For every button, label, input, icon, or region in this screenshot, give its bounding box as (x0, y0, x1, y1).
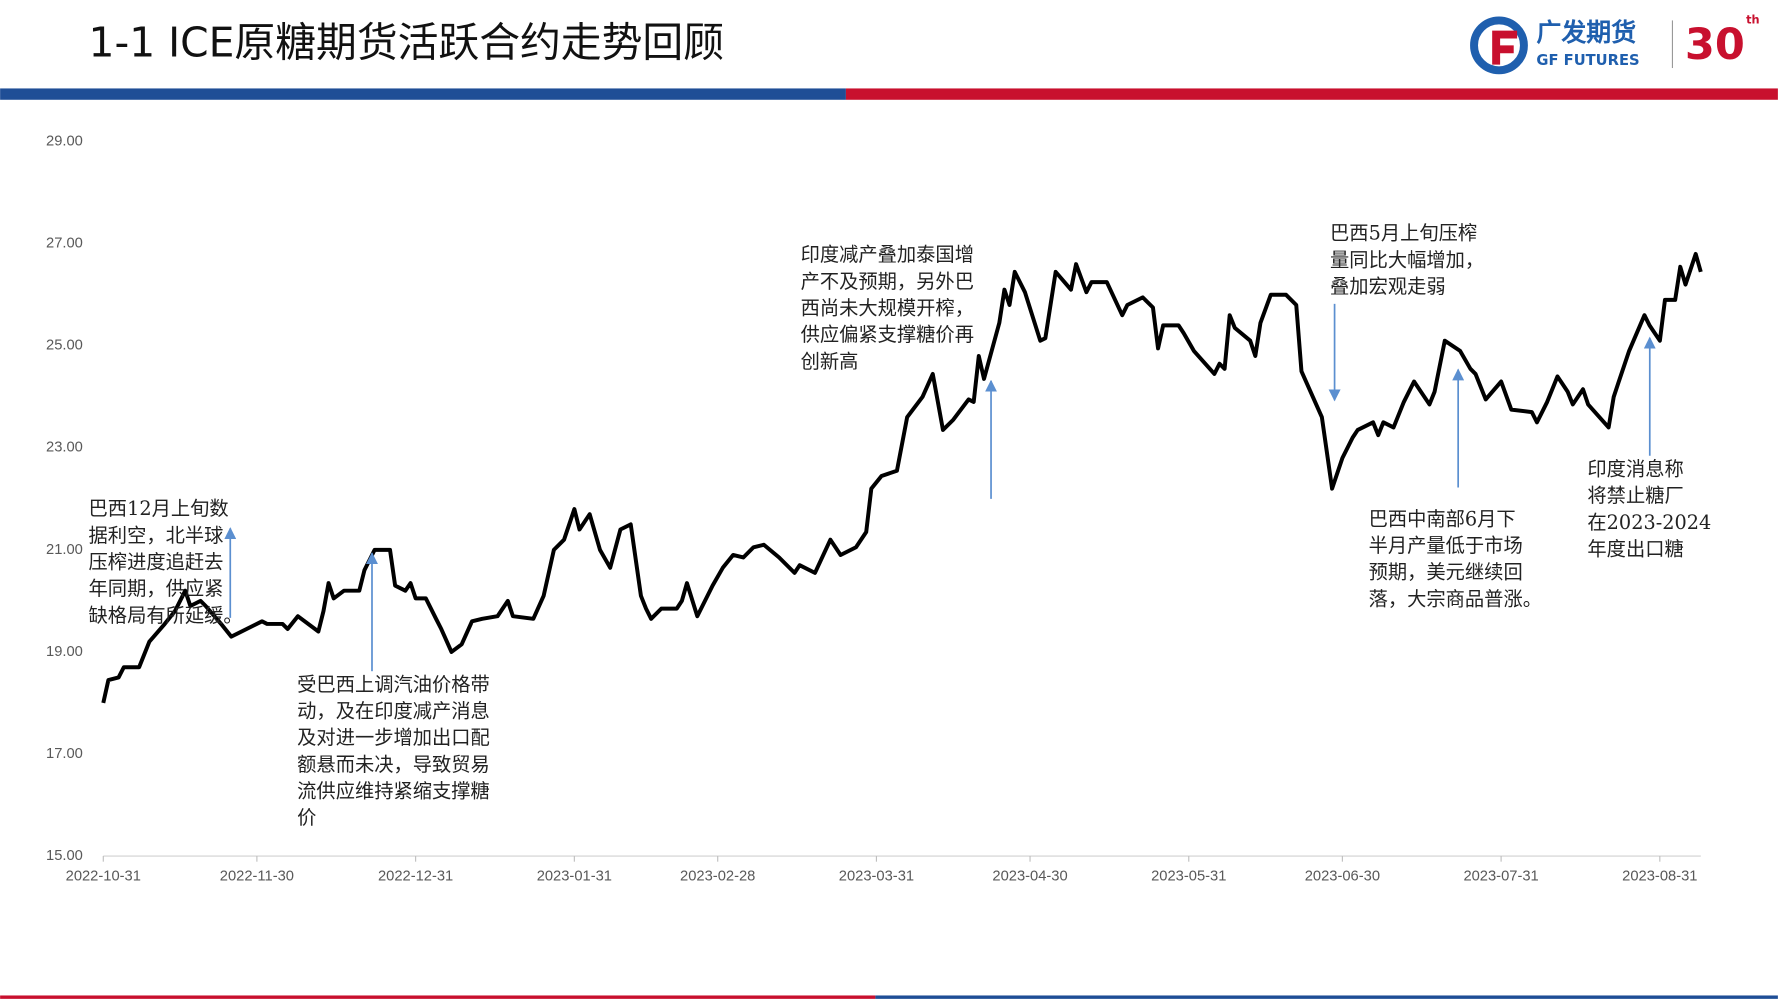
logo-ring (1470, 16, 1528, 75)
annotation-text: 预期，美元继续回 (1369, 561, 1523, 584)
annotation-text: 巴西中南部6月下 (1369, 507, 1516, 530)
annotation-text: 印度减产叠加泰国增 (801, 243, 974, 266)
annotation-text: 年同期，供应紧 (89, 577, 224, 600)
logo-mark (1492, 30, 1518, 65)
x-tick-label: 2022-12-31 (378, 868, 453, 884)
logo-name: 广发期货 (1536, 18, 1636, 47)
logo: 广发期货 GF FUTURES 30 th (1470, 12, 1760, 75)
x-tick-label: 2023-02-28 (680, 868, 755, 884)
y-tick-label: 27.00 (46, 236, 83, 252)
annotation-text: 巴西12月上旬数 (89, 497, 229, 520)
annotation-text: 及对进一步增加出口配 (297, 726, 490, 749)
y-tick-label: 29.00 (46, 134, 83, 150)
x-tick-label: 2023-04-30 (992, 868, 1067, 884)
x-tick-label: 2022-11-30 (220, 868, 294, 884)
y-tick-label: 21.00 (46, 542, 83, 558)
annotation-text: 创新高 (801, 350, 859, 373)
y-tick-label: 15.00 (46, 848, 83, 864)
header-bar-red (845, 88, 1778, 100)
annotation-text: 缺格局有所延缓。 (89, 604, 243, 627)
annotation-text: 年度出口糖 (1587, 537, 1683, 560)
logo-name-en: GF FUTURES (1536, 52, 1639, 69)
footer-bar-blue (875, 995, 1778, 999)
annotation-text: 流供应维持紧缩支撑糖 (297, 780, 490, 803)
header-bar-blue (0, 88, 846, 100)
annotation-text: 价 (297, 806, 316, 829)
page-title: 1-1 ICE原糖期货活跃合约走势回顾 (89, 18, 724, 66)
plot-area: 15.00 17.00 19.00 21.00 23.00 25.00 27.00 29.00… (46, 134, 1711, 885)
annotation-text: 量同比大幅增加， (1330, 248, 1484, 271)
annotation-text: 额悬而未决，导致贸易 (297, 753, 490, 776)
annotation-text: 压榨进度追赶去 (89, 550, 224, 573)
x-tick-label: 2023-03-31 (839, 868, 914, 884)
annotation-text: 印度消息称 (1587, 458, 1683, 481)
annotation-text: 产不及预期，另外巴 (801, 270, 974, 293)
annotation-text: 半月产量低于市场 (1369, 534, 1523, 557)
annotation-text: 供应偏紧支撑糖价再 (801, 323, 974, 346)
y-tick-label: 23.00 (46, 440, 83, 456)
y-tick-label: 17.00 (46, 746, 83, 762)
y-tick-label: 25.00 (46, 338, 83, 354)
annotation-text: 落，大宗商品普涨。 (1369, 587, 1542, 610)
annotation-text: 将禁止糖厂 (1587, 484, 1683, 507)
logo-badge-suffix: th (1746, 12, 1759, 26)
x-tick-label: 2023-01-31 (537, 868, 612, 884)
annotation-text: 据利空，北半球 (89, 524, 224, 547)
x-tick-label: 2023-08-31 (1622, 868, 1697, 884)
y-tick-label: 19.00 (46, 644, 83, 660)
logo-badge: 30 (1685, 20, 1745, 70)
price-line (101, 251, 1703, 704)
annotation-text: 巴西5月上旬压榨 (1330, 222, 1477, 245)
footer-bar-red (0, 995, 876, 999)
x-tick-label: 2023-06-30 (1305, 868, 1380, 884)
annotation-text: 在2023-2024 (1587, 511, 1711, 534)
x-tick-label: 2023-05-31 (1151, 868, 1226, 884)
annotation-text: 西尚未大规模开榨， (801, 297, 974, 320)
annotation-text: 受巴西上调汽油价格带 (297, 673, 490, 696)
x-tick-label: 2022-10-31 (66, 868, 141, 884)
annotation-text: 叠加宏观走弱 (1330, 275, 1446, 298)
annotation-text: 动，及在印度减产消息 (297, 700, 490, 723)
x-tick-label: 2023-07-31 (1463, 868, 1538, 884)
